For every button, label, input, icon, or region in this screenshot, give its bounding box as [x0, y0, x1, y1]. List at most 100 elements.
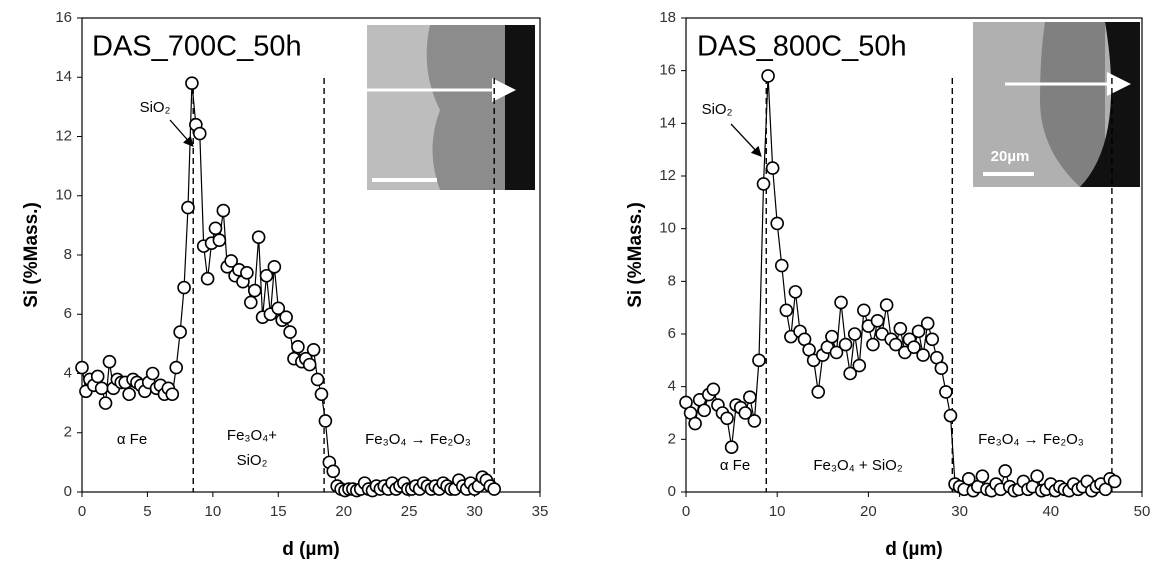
- data-point: [761, 69, 775, 83]
- y-tick-label: 18: [659, 9, 676, 26]
- y-axis-label: Si (%Mass.): [21, 202, 42, 308]
- y-tick-label: 10: [659, 220, 676, 237]
- data-point: [939, 385, 953, 399]
- data-point: [829, 345, 844, 360]
- data-point: [259, 268, 274, 283]
- data-point: [302, 357, 317, 372]
- panel-title: DAS_700C_50h: [92, 31, 302, 63]
- x-tick-label: 15: [270, 503, 287, 520]
- data-point: [98, 396, 113, 410]
- data-point: [834, 295, 848, 310]
- data-point: [326, 464, 341, 479]
- data-point: [310, 372, 325, 387]
- panel-title: DAS_800C_50h: [697, 31, 907, 63]
- data-point: [688, 416, 702, 431]
- data-point: [825, 329, 839, 344]
- data-point: [866, 337, 880, 352]
- annotation-arrow: [169, 119, 194, 147]
- panel: 0 2 4 6 8 10 12 14 16 0 5 10 15 20 25 30 35 d (µm) Si (%Ma…: [21, 9, 548, 560]
- inset-image: [367, 25, 535, 190]
- y-tick-label: 16: [55, 9, 72, 26]
- x-axis-label: d (µm): [282, 539, 339, 560]
- data-point: [212, 233, 227, 247]
- data-point: [697, 403, 712, 418]
- annotation-arrow: [730, 123, 762, 157]
- data-point: [720, 411, 734, 426]
- plot-frame: [685, 17, 1143, 493]
- data-point: [244, 295, 258, 310]
- data-point: [774, 258, 789, 273]
- data-point: [487, 482, 502, 496]
- data-point: [843, 366, 857, 381]
- data-point: [200, 271, 215, 286]
- data-point: [975, 469, 990, 484]
- annotation: α Fe: [720, 457, 750, 474]
- annotation: SiO₂: [702, 101, 733, 118]
- data-point: [279, 310, 293, 325]
- data-point: [267, 260, 282, 274]
- data-point: [857, 303, 871, 318]
- data-point: [318, 414, 333, 428]
- data-point: [879, 298, 894, 312]
- data-point: [1107, 474, 1122, 489]
- x-tick-label: 10: [205, 503, 222, 520]
- data-point: [788, 285, 803, 299]
- data-point: [943, 408, 958, 423]
- x-tick-label: 20: [860, 503, 877, 520]
- data-point: [934, 361, 949, 376]
- data-point: [770, 216, 785, 231]
- data-point: [920, 316, 935, 331]
- data-point: [916, 348, 930, 362]
- data-point: [765, 161, 780, 175]
- data-point: [208, 221, 223, 236]
- y-tick-label: 2: [64, 424, 72, 441]
- y-tick-label: 10: [55, 187, 72, 204]
- x-tick-label: 30: [951, 503, 968, 520]
- data-point: [102, 354, 117, 369]
- data-point: [870, 314, 885, 328]
- annotation: α Fe: [117, 431, 147, 448]
- data-point: [177, 280, 191, 295]
- data-point: [779, 303, 794, 318]
- x-tick-label: 35: [532, 503, 549, 520]
- data-point: [173, 325, 187, 339]
- annotation: Fe₃O₄ + SiO₂: [813, 457, 903, 474]
- data-point: [888, 337, 903, 352]
- y-tick-label: 14: [659, 114, 676, 131]
- inset-image: [973, 22, 1140, 187]
- data-point: [743, 390, 757, 405]
- data-point: [847, 327, 862, 341]
- y-tick-label: 14: [55, 68, 72, 85]
- data-point: [240, 265, 254, 280]
- annotation: Fe₃O₄ → Fe₂O₃: [365, 431, 471, 448]
- x-tick-label: 5: [143, 503, 151, 520]
- data-point: [893, 321, 908, 336]
- data-point: [907, 340, 921, 354]
- y-tick-label: 6: [668, 325, 676, 342]
- annotation: Fe₃O₄+: [227, 427, 277, 444]
- data-point: [271, 301, 286, 316]
- data-point: [145, 366, 160, 381]
- data-point: [283, 325, 297, 339]
- data-point: [998, 464, 1013, 478]
- x-axis-label: d (µm): [885, 539, 942, 560]
- y-tick-label: 0: [64, 483, 72, 500]
- y-tick-label: 2: [668, 430, 676, 447]
- y-tick-label: 12: [659, 167, 676, 184]
- data-point: [852, 358, 867, 373]
- panel: 0 2 4 6 8 10 12 14 16 18 0 10 20 30 40 50 d (µm) Si (%Mas…: [625, 9, 1150, 560]
- annotation: SiO₂: [140, 99, 171, 116]
- x-tick-label: 0: [682, 503, 690, 520]
- y-tick-label: 8: [668, 272, 676, 289]
- data-point: [291, 340, 305, 354]
- y-tick-label: 12: [55, 127, 72, 144]
- data-point: [314, 387, 329, 402]
- data-point: [122, 387, 136, 402]
- data-point: [838, 337, 853, 352]
- data-point: [911, 324, 926, 339]
- data-point: [224, 254, 238, 268]
- x-tick-label: 20: [335, 503, 352, 520]
- annotation: Fe₃O₄ → Fe₂O₃: [978, 431, 1084, 448]
- data-point: [75, 360, 89, 375]
- y-axis-label: Si (%Mass.): [625, 202, 646, 308]
